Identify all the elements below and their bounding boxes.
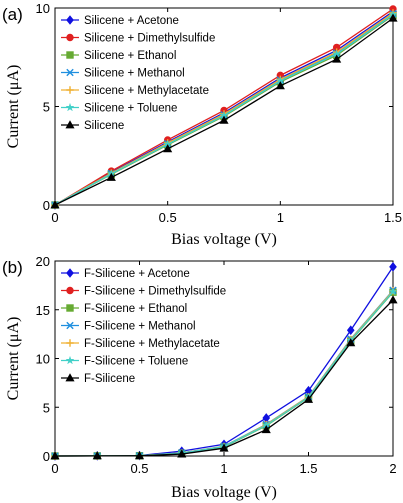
legend-label: F-Silicene + Toluene xyxy=(84,356,188,368)
legend-item: F-Silicene + Methylacetate xyxy=(61,338,220,350)
legend-item: F-Silicene + Methanol xyxy=(61,321,196,333)
legend-item: Silicene + Toluene xyxy=(61,103,177,115)
x-tick-label: 1.5 xyxy=(384,210,402,225)
y-tick-label: 5 xyxy=(43,100,50,115)
y-tick-label: 0 xyxy=(43,449,50,464)
panel-label: (b) xyxy=(2,258,23,277)
legend-label: F-Silicene + Dimethylsulfide xyxy=(84,286,226,298)
y-axis-title: Current (μA) xyxy=(5,65,22,149)
x-tick-label: 0 xyxy=(51,210,58,225)
legend-label: F-Silicene xyxy=(84,373,135,385)
x-tick-label: 2 xyxy=(389,461,396,476)
legend-item: Silicene + Acetone xyxy=(61,15,179,27)
x-axis-title: Bias voltage (V) xyxy=(171,231,277,248)
legend-item: Silicene xyxy=(61,120,124,132)
x-tick-label: 1.5 xyxy=(299,461,317,476)
data-point xyxy=(261,424,271,434)
legend-marker xyxy=(66,286,74,295)
legend-item: F-Silicene + Toluene xyxy=(61,356,188,368)
data-point xyxy=(219,115,229,124)
legend-marker xyxy=(65,102,75,112)
legend-item: Silicene + Methylacetate xyxy=(61,85,209,97)
legend-item: F-Silicene + Ethanol xyxy=(61,303,187,315)
legend-label: Silicene + Dimethylsulfide xyxy=(84,33,215,45)
data-point xyxy=(346,325,355,336)
series-6 xyxy=(50,295,398,460)
data-point xyxy=(388,295,398,304)
legend-marker xyxy=(66,15,74,25)
data-point xyxy=(106,172,116,181)
legend-label: Silicene + Methylacetate xyxy=(84,85,209,97)
legend-label: Silicene + Toluene xyxy=(84,103,177,115)
y-tick-label: 20 xyxy=(36,254,50,269)
y-axis-title: Current (μA) xyxy=(5,317,22,401)
legend-marker xyxy=(66,321,74,330)
data-point xyxy=(389,262,397,272)
legend-label: F-Silicene + Methanol xyxy=(84,321,196,333)
legend-marker xyxy=(66,51,74,59)
data-point xyxy=(92,451,102,460)
legend-item: F-Silicene xyxy=(61,373,135,385)
data-point xyxy=(388,13,398,22)
legend-marker xyxy=(66,339,74,347)
data-point xyxy=(346,338,356,347)
y-tick-label: 0 xyxy=(43,198,50,213)
data-point xyxy=(134,451,145,460)
x-tick-label: 1 xyxy=(277,210,284,225)
x-axis-title: Bias voltage (V) xyxy=(171,484,277,501)
data-point xyxy=(50,200,60,209)
data-point xyxy=(388,286,398,296)
y-tick-label: 10 xyxy=(36,1,50,16)
legend-label: F-Silicene + Ethanol xyxy=(84,303,187,315)
legend-label: Silicene + Methanol xyxy=(84,68,185,80)
x-tick-label: 1 xyxy=(220,461,227,476)
legend-marker xyxy=(65,120,75,129)
legend-item: F-Silicene + Acetone xyxy=(61,268,190,280)
legend-label: F-Silicene + Methylacetate xyxy=(84,338,220,350)
data-point xyxy=(177,449,187,458)
x-tick-label: 0 xyxy=(51,461,58,476)
y-tick-label: 15 xyxy=(36,303,50,318)
legend-marker xyxy=(66,33,74,42)
legend-marker xyxy=(66,86,74,94)
data-point xyxy=(163,144,173,153)
panel-a: 0 0.5 1 1.5 0 5 10 Bias voltage (V) Current (μA)… xyxy=(2,1,402,248)
legend-item: Silicene + Ethanol xyxy=(61,50,176,62)
legend-item: F-Silicene + Dimethylsulfide xyxy=(61,286,226,298)
legend-marker xyxy=(66,268,74,278)
x-tick-label: 0.5 xyxy=(130,461,148,476)
legend: Silicene + Acetone Silicene + Dimethylsul… xyxy=(61,15,215,132)
legend-marker xyxy=(65,373,75,382)
y-tick-label: 10 xyxy=(36,352,50,367)
x-tick-label: 0.5 xyxy=(159,210,177,225)
panel-label: (a) xyxy=(2,5,23,24)
legend-label: F-Silicene + Acetone xyxy=(84,268,190,280)
legend-item: Silicene + Dimethylsulfide xyxy=(61,33,215,45)
legend-label: Silicene + Acetone xyxy=(84,15,179,27)
legend-item: Silicene + Methanol xyxy=(61,68,185,80)
legend-marker xyxy=(66,68,74,77)
data-point xyxy=(275,81,285,90)
legend-marker xyxy=(65,355,75,365)
data-point xyxy=(219,443,229,452)
data-point xyxy=(303,394,314,403)
data-point xyxy=(50,451,60,460)
legend-label: Silicene xyxy=(84,120,124,132)
legend-label: Silicene + Ethanol xyxy=(84,50,176,62)
legend: F-Silicene + Acetone F-Silicene + Dimethy… xyxy=(61,268,226,385)
legend-marker xyxy=(66,304,74,312)
data-point xyxy=(332,54,342,63)
series-6 xyxy=(50,13,398,209)
y-tick-label: 5 xyxy=(43,400,50,415)
